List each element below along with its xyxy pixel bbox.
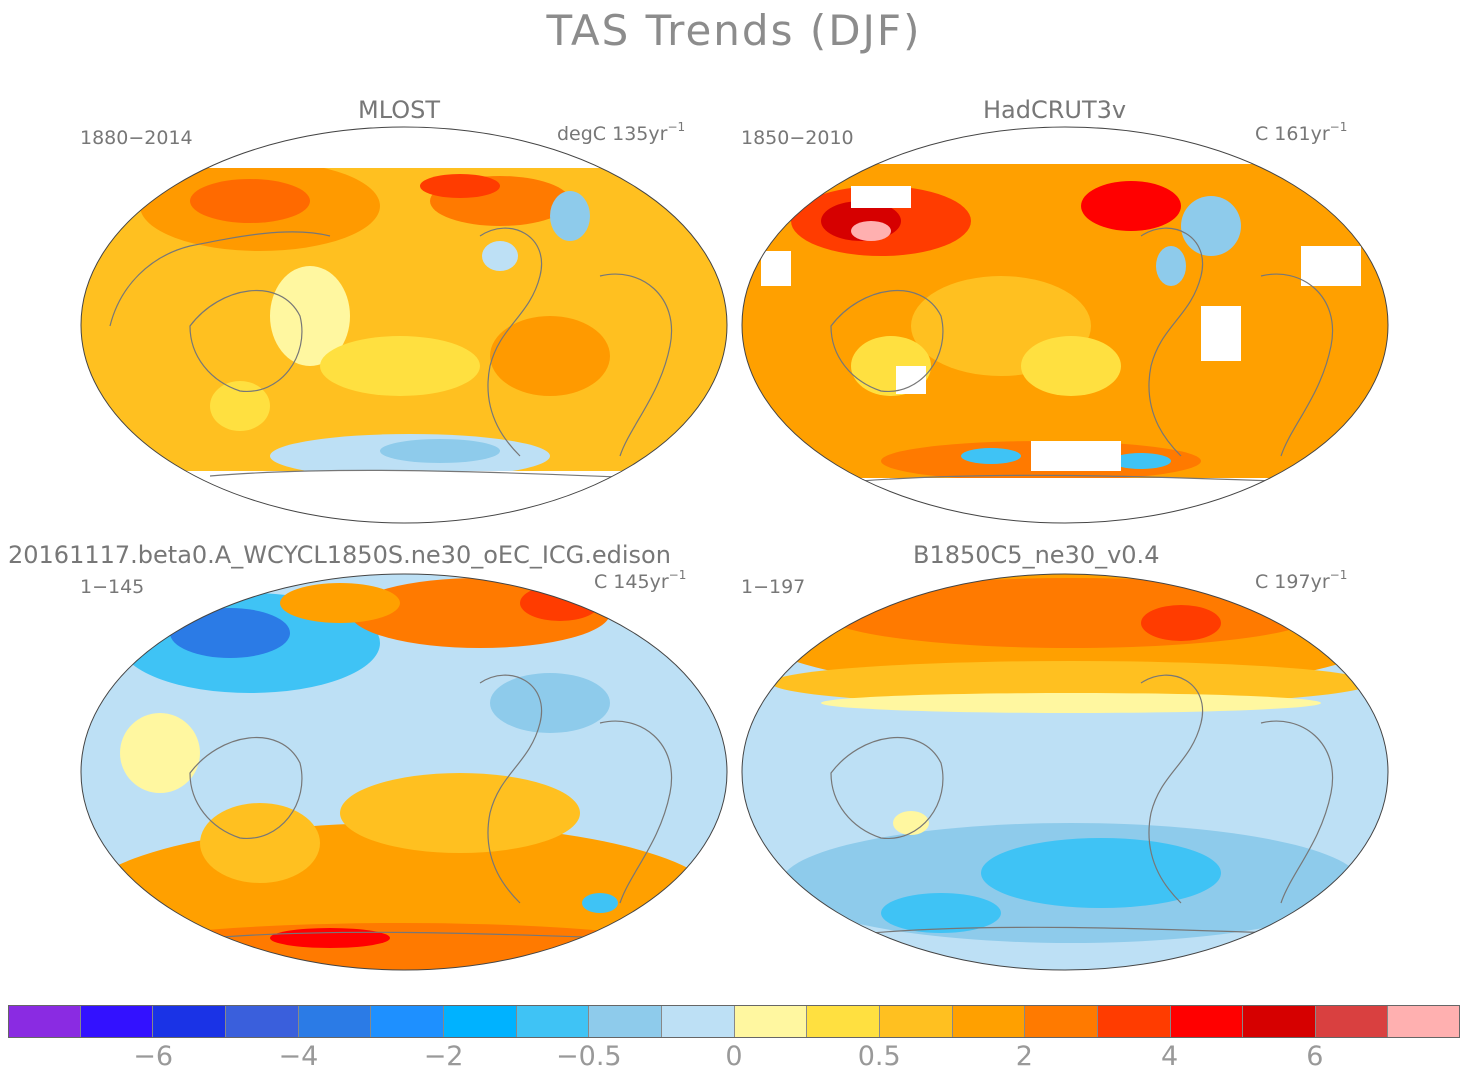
colorbar-swatch: [952, 1005, 1026, 1038]
colorbar-swatch: [1388, 1005, 1461, 1038]
colorbar-swatch: [1170, 1005, 1244, 1038]
colorbar-swatch: [443, 1005, 517, 1038]
colorbar-swatch: [225, 1005, 299, 1038]
panel-period-beta0: 1−145: [80, 576, 145, 598]
map-mlost: [80, 126, 728, 524]
figure-title: TAS Trends (DJF): [546, 6, 922, 55]
colorbar-tick-label: 4: [1161, 1041, 1179, 1072]
colorbar-swatch: [661, 1005, 735, 1038]
colorbar-swatch: [734, 1005, 808, 1038]
colorbar-tick-label: −2: [423, 1041, 464, 1072]
panel-period-hadcrut: 1850−2010: [741, 127, 854, 149]
colorbar-tick-label: 0.5: [857, 1041, 901, 1072]
panel-unit-hadcrut: C 161yr−1: [1255, 120, 1348, 145]
colorbar-swatch: [8, 1005, 81, 1038]
colorbar-tick-label: −6: [133, 1041, 174, 1072]
panel-unit-b1850c5: C 197yr−1: [1255, 568, 1348, 593]
colorbar-swatch: [298, 1005, 372, 1038]
panel-title-hadcrut: HadCRUT3v: [983, 96, 1127, 124]
colorbar-frame: [8, 1005, 1460, 1038]
panel-title-b1850c5: B1850C5_ne30_v0.4: [913, 541, 1160, 569]
colorbar-swatch: [371, 1005, 444, 1038]
panel-period-mlost: 1880−2014: [80, 127, 193, 149]
colorbar-swatch: [516, 1005, 590, 1038]
panel-period-b1850c5: 1−197: [741, 576, 806, 598]
panel-title-mlost: MLOST: [358, 96, 441, 124]
colorbar-swatch: [80, 1005, 154, 1038]
colorbar-swatch: [589, 1005, 662, 1038]
colorbar-swatch: [1097, 1005, 1171, 1038]
colorbar-swatch: [879, 1005, 953, 1038]
colorbar-swatch: [1315, 1005, 1389, 1038]
colorbar-swatch: [807, 1005, 880, 1038]
colorbar-tick-label: 6: [1306, 1041, 1324, 1072]
colorbar-tick-label: 2: [1015, 1041, 1033, 1072]
colorbar-swatch: [153, 1005, 226, 1038]
colorbar-tick-label: −0.5: [556, 1041, 622, 1072]
colorbar-swatch: [1243, 1005, 1316, 1038]
colorbar: [8, 1005, 1461, 1038]
panel-unit-beta0: C 145yr−1: [594, 568, 687, 593]
colorbar-swatch: [1025, 1005, 1098, 1038]
map-b1850c5: [741, 573, 1389, 971]
map-beta0: [80, 573, 728, 971]
colorbar-tick-label: 0: [725, 1041, 743, 1072]
panel-unit-mlost: degC 135yr−1: [557, 120, 686, 145]
panel-title-beta0: 20161117.beta0.A_WCYCL1850S.ne30_oEC_ICG…: [8, 541, 671, 569]
map-hadcrut: [741, 126, 1389, 524]
colorbar-tick-label: −4: [278, 1041, 319, 1072]
